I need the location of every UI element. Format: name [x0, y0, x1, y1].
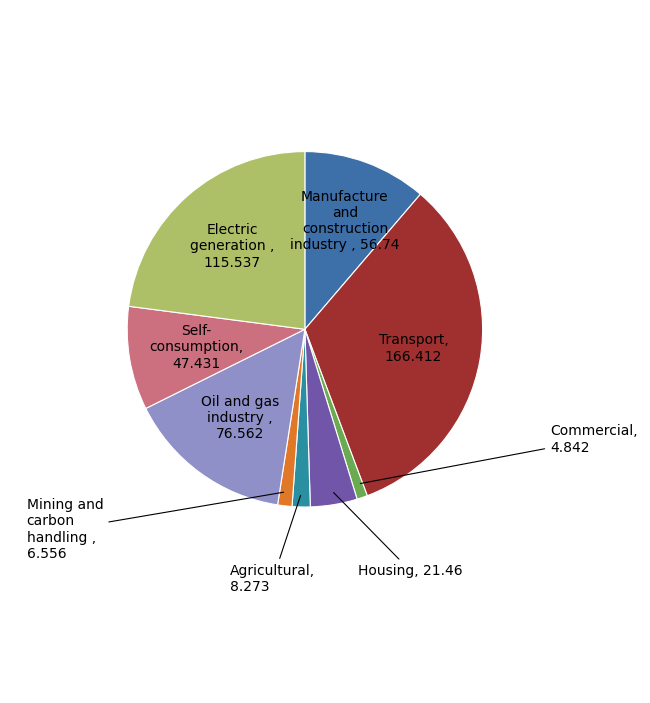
Text: Manufacture
and
construction
industry , 56.74: Manufacture and construction industry , … — [290, 190, 400, 252]
Wedge shape — [146, 329, 305, 505]
Text: Transport,
166.412: Transport, 166.412 — [378, 333, 448, 363]
Text: Agricultural,
8.273: Agricultural, 8.273 — [230, 496, 315, 594]
Wedge shape — [127, 307, 305, 408]
Text: Electric
generation ,
115.537: Electric generation , 115.537 — [190, 224, 274, 270]
Text: Housing, 21.46: Housing, 21.46 — [333, 493, 463, 578]
Wedge shape — [305, 194, 482, 496]
Wedge shape — [305, 329, 357, 507]
Wedge shape — [278, 329, 305, 507]
Wedge shape — [292, 329, 310, 507]
Text: Oil and gas
industry ,
76.562: Oil and gas industry , 76.562 — [201, 395, 279, 441]
Wedge shape — [129, 152, 305, 329]
Wedge shape — [305, 152, 421, 329]
Text: Commercial,
4.842: Commercial, 4.842 — [360, 425, 638, 484]
Text: Self-
consumption,
47.431: Self- consumption, 47.431 — [149, 324, 243, 370]
Wedge shape — [305, 329, 367, 499]
Text: Mining and
carbon
handling ,
6.556: Mining and carbon handling , 6.556 — [27, 492, 283, 561]
